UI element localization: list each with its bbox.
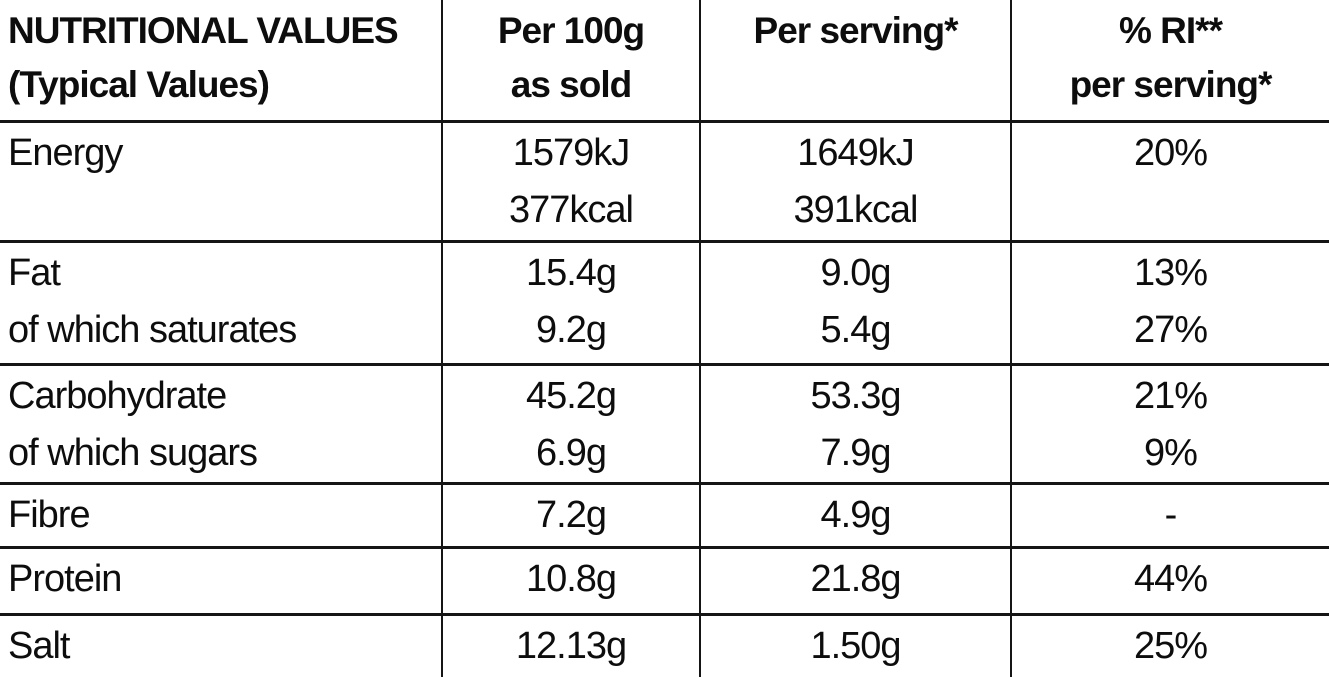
header-per-serving: Per serving* — [699, 0, 1011, 121]
nutrient-label: Fibre — [8, 493, 91, 536]
fat-label-cell: Fat of which saturates — [0, 239, 442, 364]
fibre-per-serving-cell: 4.9g — [699, 481, 1011, 547]
carbohydrate-label-cell: Carbohydrate of which sugars — [0, 362, 442, 483]
header-ri-per-serving: % RI** per serving* — [1010, 0, 1329, 121]
carbohydrate-per-serving-cell: 53.3g 7.9g — [699, 362, 1011, 483]
header-ri-line1: % RI** — [1119, 10, 1223, 51]
value-ri: - — [1164, 493, 1178, 536]
nutrient-sublabel: of which saturates — [8, 308, 297, 351]
table-row-salt: Salt 12.13g 1.50g 25% — [0, 612, 1329, 677]
protein-per100g-cell: 10.8g — [441, 545, 700, 614]
value-grams: 9.2g — [536, 308, 607, 351]
value-grams: 15.4g — [525, 251, 617, 294]
salt-per100g-cell: 12.13g — [441, 612, 700, 677]
fibre-per100g-cell: 7.2g — [441, 481, 700, 547]
table-row-energy: Energy 1579kJ 377kcal 1649kJ 391kcal 20% — [0, 119, 1329, 241]
nutrient-label: Energy — [8, 131, 123, 174]
protein-label-cell: Protein — [0, 545, 442, 614]
salt-per-serving-cell: 1.50g — [699, 612, 1011, 677]
value-kcal: 391kcal — [793, 188, 919, 231]
value-grams: 53.3g — [810, 374, 901, 417]
value-kj: 1579kJ — [512, 131, 631, 174]
value-kj: 1649kJ — [797, 131, 915, 174]
nutrient-label: Fat — [8, 251, 61, 294]
header-per-serving-label: Per serving* — [753, 10, 959, 51]
carbohydrate-per100g-cell: 45.2g 6.9g — [441, 362, 700, 483]
value-grams: 7.2g — [536, 493, 607, 536]
header-nutritional-values: NUTRITIONAL VALUES (Typical Values) — [0, 0, 442, 121]
fat-per-serving-cell: 9.0g 5.4g — [699, 239, 1011, 364]
energy-ri-cell: 20% — [1010, 119, 1329, 241]
energy-label-cell: Energy — [0, 119, 442, 241]
value-grams: 5.4g — [820, 308, 892, 351]
value-grams: 21.8g — [810, 557, 901, 600]
value-grams: 12.13g — [515, 624, 627, 667]
value-kcal: 377kcal — [509, 188, 634, 231]
fat-per100g-cell: 15.4g 9.2g — [441, 239, 700, 364]
fibre-label-cell: Fibre — [0, 481, 442, 547]
value-ri: 20% — [1133, 131, 1208, 174]
table-row-fibre: Fibre 7.2g 4.9g - — [0, 481, 1329, 547]
fat-ri-cell: 13% 27% — [1010, 239, 1329, 364]
salt-label-cell: Salt — [0, 612, 442, 677]
value-ri: 27% — [1133, 308, 1208, 351]
header-per-100g: Per 100g as sold — [441, 0, 700, 121]
energy-per-serving-cell: 1649kJ 391kcal — [699, 119, 1011, 241]
nutrient-label: Carbohydrate — [8, 374, 227, 417]
protein-ri-cell: 44% — [1010, 545, 1329, 614]
energy-per100g-cell: 1579kJ 377kcal — [441, 119, 700, 241]
header-per100g-line2: as sold — [510, 64, 633, 105]
table-row-protein: Protein 10.8g 21.8g 44% — [0, 545, 1329, 614]
table-row-fat: Fat of which saturates 15.4g 9.2g 9.0g 5… — [0, 239, 1329, 364]
value-grams: 7.9g — [820, 431, 892, 474]
value-grams: 1.50g — [810, 624, 901, 667]
value-grams: 10.8g — [525, 557, 617, 600]
value-grams: 9.0g — [820, 251, 892, 294]
header-title-line1: NUTRITIONAL VALUES — [8, 10, 399, 51]
value-ri: 25% — [1133, 624, 1208, 667]
carbohydrate-ri-cell: 21% 9% — [1010, 362, 1329, 483]
value-grams: 4.9g — [820, 493, 892, 536]
value-ri: 13% — [1133, 251, 1208, 294]
protein-per-serving-cell: 21.8g — [699, 545, 1011, 614]
table-row-carbohydrate: Carbohydrate of which sugars 45.2g 6.9g … — [0, 362, 1329, 483]
nutrient-sublabel: of which sugars — [8, 431, 258, 474]
header-per100g-line1: Per 100g — [497, 10, 645, 51]
nutrient-label: Protein — [8, 557, 122, 600]
value-grams: 45.2g — [525, 374, 617, 417]
fibre-ri-cell: - — [1010, 481, 1329, 547]
nutrient-label: Salt — [8, 624, 70, 667]
value-ri: 44% — [1133, 557, 1208, 600]
value-ri: 9% — [1144, 431, 1198, 474]
header-row: NUTRITIONAL VALUES (Typical Values) Per … — [0, 0, 1329, 121]
value-ri: 21% — [1133, 374, 1208, 417]
salt-ri-cell: 25% — [1010, 612, 1329, 677]
value-grams: 6.9g — [536, 431, 607, 474]
header-ri-line2: per serving* — [1069, 64, 1273, 105]
header-title-line2: (Typical Values) — [8, 64, 270, 105]
